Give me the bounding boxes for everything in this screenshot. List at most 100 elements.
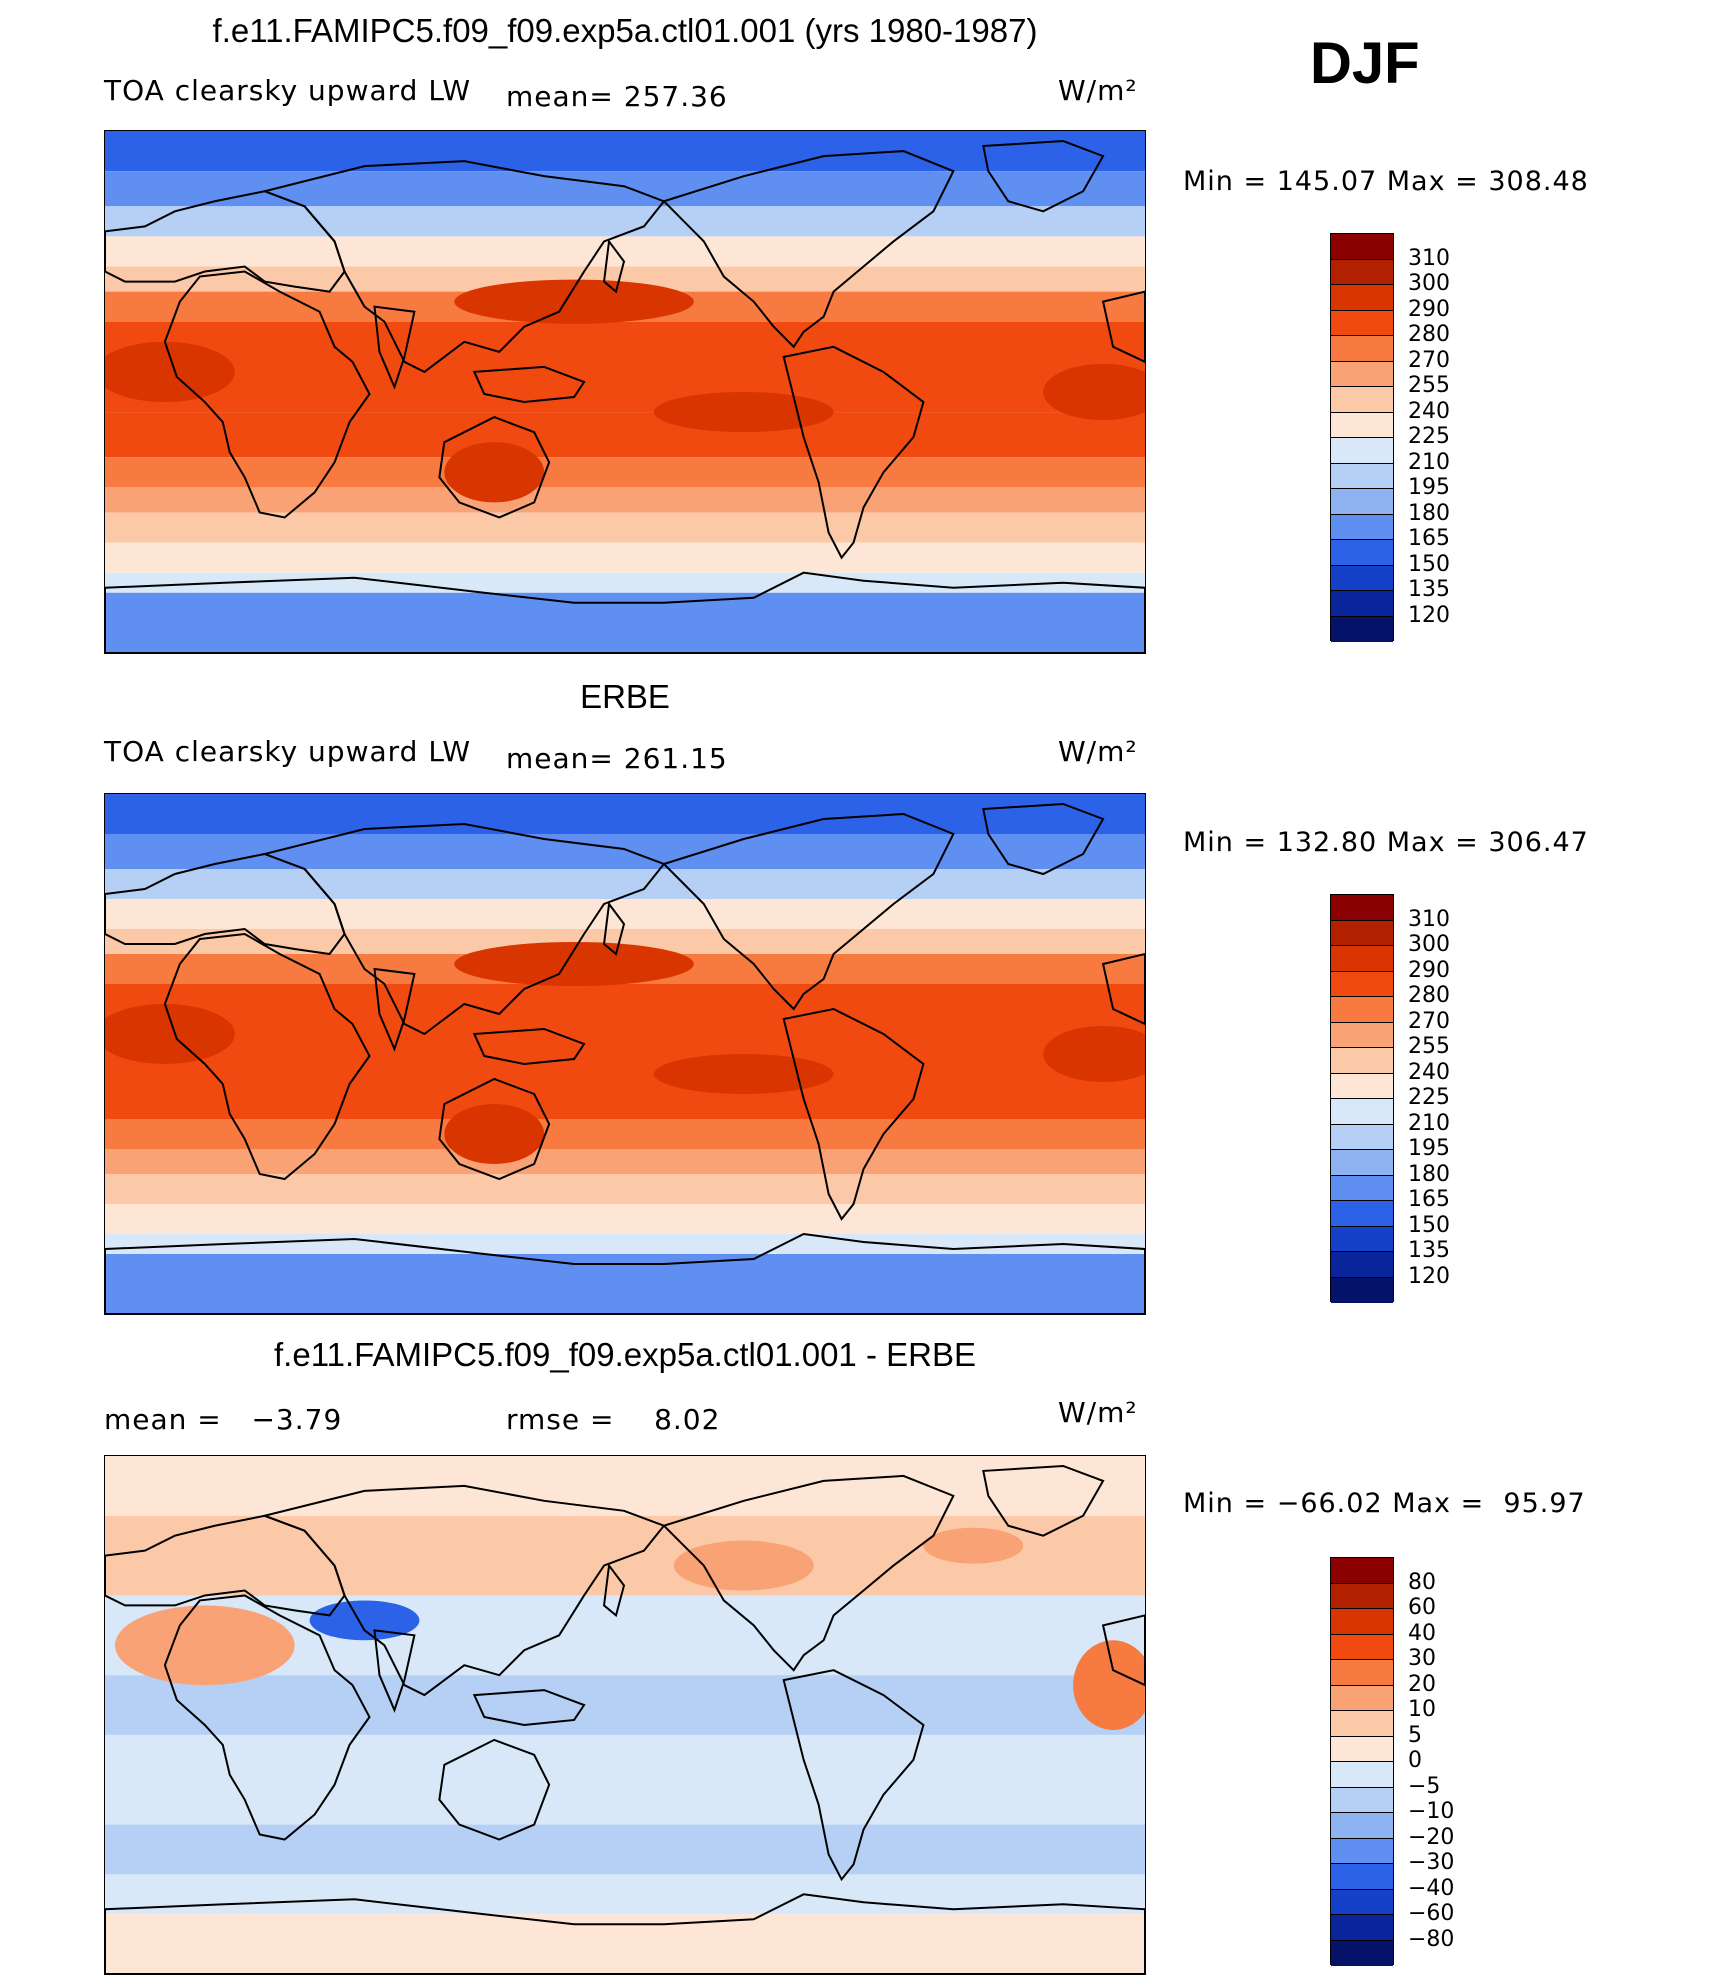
coastline [782, 345, 925, 560]
map-field-band [105, 1824, 1145, 1875]
map-field-anomaly [454, 279, 694, 324]
colorbar-swatch [1331, 1685, 1393, 1711]
colorbar-swatch [1331, 971, 1393, 997]
coastline [105, 190, 346, 293]
panel-mean-label-model: mean= 257.36 [506, 80, 728, 113]
map-field-band [105, 1074, 1145, 1119]
coastline [472, 1689, 586, 1726]
colorbar-level-label: 30 [1408, 1646, 1436, 1671]
panel-variable-label-obs: TOA clearsky upward LW [104, 735, 472, 768]
map-field-band [105, 512, 1145, 543]
map-field-band [105, 542, 1145, 573]
colorbar-swatch [1331, 1634, 1393, 1660]
colorbar-level-label: 40 [1408, 1620, 1436, 1646]
colorbar-swatch [1331, 1124, 1393, 1150]
colorbar-level-label: −80 [1408, 1926, 1455, 1952]
colorbar-level-label: 150 [1408, 551, 1450, 577]
panel-title-model: f.e11.FAMIPC5.f09_f09.exp5a.ctl01.001 (y… [212, 12, 1038, 49]
map-field-anomaly [114, 1605, 295, 1686]
map-field-band [105, 572, 1145, 593]
map-field-anomaly [653, 392, 834, 433]
colorbar-swatch [1331, 310, 1393, 336]
map-field-band [105, 1914, 1145, 1974]
colorbar-level-label: 300 [1408, 271, 1450, 296]
colorbar-level-label: 135 [1408, 577, 1450, 602]
colorbar-swatch [1331, 387, 1393, 413]
colorbar-level-label: 270 [1408, 1008, 1450, 1034]
map-field-anomaly [444, 1104, 545, 1164]
colorbar-swatch [1331, 946, 1393, 972]
colorbar-level-label: 210 [1408, 1110, 1450, 1136]
map-field-band [105, 899, 1145, 929]
colorbar-swatch [1331, 1150, 1393, 1176]
colorbar-level-label: 20 [1408, 1671, 1436, 1697]
map-field-anomaly [923, 1527, 1024, 1564]
map-field-anomaly [454, 942, 694, 986]
colorbar-level-label: 80 [1408, 1569, 1436, 1595]
colorbar-level-label: −5 [1408, 1773, 1441, 1799]
coastline [602, 238, 626, 294]
map-field-band [105, 1174, 1145, 1204]
coastline [105, 571, 1145, 653]
colorbar-frame [1330, 894, 1394, 1303]
map-field-band [105, 1456, 1145, 1516]
colorbar-level-label: 150 [1408, 1212, 1450, 1238]
coastline [438, 416, 551, 519]
colorbar-frame [1330, 1557, 1394, 1966]
coastline [373, 967, 416, 1052]
map-field-band [105, 487, 1145, 513]
coastline [602, 1563, 626, 1618]
coastline [105, 1232, 1145, 1314]
colorbar-level-label: 310 [1408, 906, 1450, 932]
colorbar-frame [1330, 233, 1394, 642]
coastline [438, 1738, 551, 1841]
coastline [662, 812, 955, 1011]
map-field-band [105, 869, 1145, 899]
colorbar-level-label: 165 [1408, 1187, 1450, 1212]
colorbar-level-label: 280 [1408, 322, 1450, 347]
colorbar-swatch [1331, 412, 1393, 438]
colorbar-swatch [1331, 540, 1393, 566]
minmax-label-model: Min = 145.07 Max = 308.48 [1183, 166, 1589, 197]
colorbar-swatch [1331, 1762, 1393, 1788]
colorbar-swatch [1331, 514, 1393, 540]
colorbar-swatch [1331, 1711, 1393, 1737]
colorbar-swatch [1331, 1252, 1393, 1278]
colorbar-swatch [1331, 1099, 1393, 1125]
coastline [472, 365, 586, 404]
map-field-band [105, 1149, 1145, 1174]
colorbar-swatch [1331, 1277, 1393, 1303]
panel-units-obs: W/m² [1058, 735, 1138, 768]
colorbar-swatch [1331, 591, 1393, 617]
map-field-band [105, 171, 1145, 207]
colorbar-level-label: 0 [1408, 1748, 1422, 1773]
map-field-anomaly [105, 1004, 235, 1064]
colorbar-swatch [1331, 1175, 1393, 1201]
coastline [782, 1669, 925, 1882]
colorbar-level-label: 270 [1408, 347, 1450, 373]
colorbar-level-label: 210 [1408, 449, 1450, 475]
map-field-band [105, 206, 1145, 237]
map-field-band [105, 1119, 1145, 1149]
colorbar-level-label: 310 [1408, 245, 1450, 271]
coastline [662, 1474, 955, 1672]
coastline [982, 1464, 1105, 1537]
coastline [261, 1484, 666, 1697]
panel-variable-label-model: TOA clearsky upward LW [104, 74, 472, 107]
colorbar-swatch [1331, 1660, 1393, 1686]
coastline [373, 305, 416, 390]
map-field-band [105, 457, 1145, 488]
coastline [163, 270, 371, 519]
map-field-band [105, 321, 1145, 413]
colorbar-swatch [1331, 565, 1393, 591]
colorbar-swatch [1331, 1226, 1393, 1252]
map-field-anomaly [1043, 1026, 1145, 1082]
colorbar-level-label: 120 [1408, 1263, 1450, 1289]
panel-title-diff: f.e11.FAMIPC5.f09_f09.exp5a.ctl01.001 - … [274, 1336, 976, 1373]
map-field-anomaly [1043, 363, 1145, 421]
colorbar-level-label: 10 [1408, 1697, 1436, 1722]
map-panel-obs [104, 793, 1146, 1315]
coastline [163, 932, 371, 1181]
colorbar-swatch [1331, 1940, 1393, 1966]
map-field-anomaly [444, 442, 545, 503]
